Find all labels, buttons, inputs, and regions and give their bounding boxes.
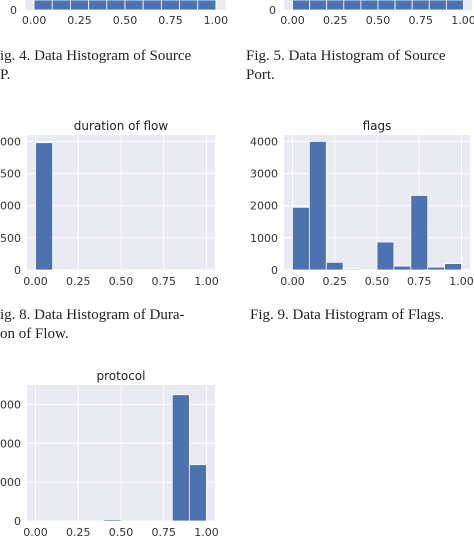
- x-tick-label: 0.50: [365, 275, 390, 288]
- x-tick-label: 1.00: [449, 275, 474, 288]
- histogram-bar: [179, 0, 199, 11]
- x-tick-label: 0.75: [151, 526, 176, 539]
- chart-title: flags: [363, 119, 392, 133]
- x-tick-label: 0.00: [280, 14, 305, 27]
- x-tick-label: 0.25: [67, 14, 92, 27]
- histogram-bar: [360, 0, 379, 11]
- y-tick-label: 6000: [0, 398, 21, 411]
- histogram-bar: [103, 519, 122, 522]
- histogram-bar: [142, 0, 162, 11]
- histogram-bar: [411, 0, 430, 11]
- y-tick-label: 4000: [0, 437, 21, 450]
- caption-fig8: ig. 8. Data Histogram of Dura- on of Flo…: [0, 306, 185, 344]
- x-tick-label: 0.25: [66, 526, 91, 539]
- chart-title: protocol: [97, 369, 146, 383]
- y-tick-label: 3000: [250, 168, 278, 181]
- histogram-bar: [376, 241, 395, 271]
- caption-fig5: Fig. 5. Data Histogram of Source Port.: [246, 47, 446, 85]
- x-tick-label: 0.00: [23, 275, 48, 288]
- y-tick-label: 4000: [250, 135, 278, 148]
- histogram-bar: [88, 0, 108, 11]
- x-tick-label: 0.00: [280, 275, 305, 288]
- histogram-bar: [326, 0, 345, 11]
- caption-fig8-line1: ig. 8. Data Histogram of Dura-: [0, 307, 185, 323]
- chart-title: duration of flow: [74, 119, 169, 133]
- x-tick-label: 0.50: [366, 14, 391, 27]
- y-tick-label: 0: [10, 4, 17, 17]
- y-tick-label: 0: [269, 4, 276, 17]
- x-tick-label: 0.75: [151, 275, 176, 288]
- histogram-bar: [292, 0, 311, 11]
- x-tick-label: 0.25: [323, 14, 348, 27]
- histogram-bar: [33, 0, 53, 11]
- histogram-bar: [160, 0, 180, 11]
- histogram-bar: [325, 261, 344, 271]
- x-tick-label: 0.75: [408, 14, 433, 27]
- x-tick-label: 1.00: [194, 526, 219, 539]
- caption-fig4-line1: ig. 4. Data Histogram of Source: [0, 48, 192, 64]
- y-tick-label: 0: [271, 264, 278, 277]
- x-tick-label: 0.00: [23, 526, 48, 539]
- histogram-bar: [445, 0, 464, 11]
- histogram-bar: [70, 0, 90, 11]
- x-tick-label: 1.00: [451, 14, 474, 27]
- x-tick-label: 0.50: [109, 526, 134, 539]
- histogram-bar: [35, 142, 54, 271]
- x-tick-label: 0.75: [407, 275, 432, 288]
- histogram-flags: 0 1000 2000 3000 4000 flags 0.00 0.25 0.50 0.75 1.…: [250, 119, 474, 288]
- y-tick-label: 7500: [0, 168, 21, 181]
- y-tick-label: 2000: [0, 476, 21, 489]
- y-tick-label: 0: [14, 264, 21, 277]
- histogram-bar: [309, 0, 328, 11]
- y-tick-label: 2500: [0, 232, 21, 245]
- x-tick-label: 0.00: [22, 14, 47, 27]
- histogram-bar: [51, 0, 71, 11]
- y-tick-label: 2000: [250, 200, 278, 213]
- histogram-bar: [428, 0, 447, 11]
- x-tick-label: 0.50: [109, 275, 134, 288]
- histogram-bar: [308, 141, 327, 271]
- histogram-bar: [427, 266, 446, 271]
- histogram-bar: [106, 0, 126, 11]
- histogram-bar: [444, 263, 462, 271]
- histogram-bar: [394, 0, 413, 11]
- histogram-bar: [393, 265, 412, 271]
- caption-fig4: ig. 4. Data Histogram of Source P.: [0, 47, 191, 85]
- x-tick-label: 1.00: [194, 275, 219, 288]
- x-tick-label: 0.50: [113, 14, 138, 27]
- y-tick-label: 10000: [0, 135, 21, 148]
- histogram-bar: [377, 0, 396, 11]
- x-tick-label: 1.00: [204, 14, 229, 27]
- histogram-bar: [343, 0, 362, 11]
- caption-fig8-line2: on of Flow.: [0, 326, 69, 342]
- histogram-bar: [410, 195, 429, 271]
- caption-fig4-line2: P.: [0, 67, 11, 83]
- histogram-top-left: 0 0.00 0.25 0.50 0.75 1.00: [10, 0, 229, 27]
- histogram-bar: [342, 268, 361, 271]
- histogram-bar: [171, 394, 190, 522]
- histogram-bar: [197, 0, 217, 11]
- histogram-bar: [188, 464, 207, 522]
- x-tick-label: 0.25: [322, 275, 347, 288]
- histogram-protocol: 0 2000 4000 6000 protocol 0.00 0.25 0.50 0.75 1.0…: [0, 369, 219, 539]
- caption-fig5-line1: Fig. 5. Data Histogram of Source: [246, 48, 446, 64]
- x-tick-label: 0.25: [66, 275, 91, 288]
- histogram-bar: [124, 0, 144, 11]
- x-tick-label: 0.75: [158, 14, 183, 27]
- caption-fig9: Fig. 9. Data Histogram of Flags.: [250, 306, 444, 325]
- caption-fig9-line1: Fig. 9. Data Histogram of Flags.: [250, 307, 445, 323]
- y-tick-label: 1000: [250, 232, 278, 245]
- y-tick-label: 0: [14, 515, 21, 528]
- histogram-bar: [292, 206, 310, 271]
- caption-fig5-line2: Port.: [246, 67, 275, 83]
- histogram-top-right: 0 0.00 0.25 0.50 0.75 1.00: [269, 0, 474, 27]
